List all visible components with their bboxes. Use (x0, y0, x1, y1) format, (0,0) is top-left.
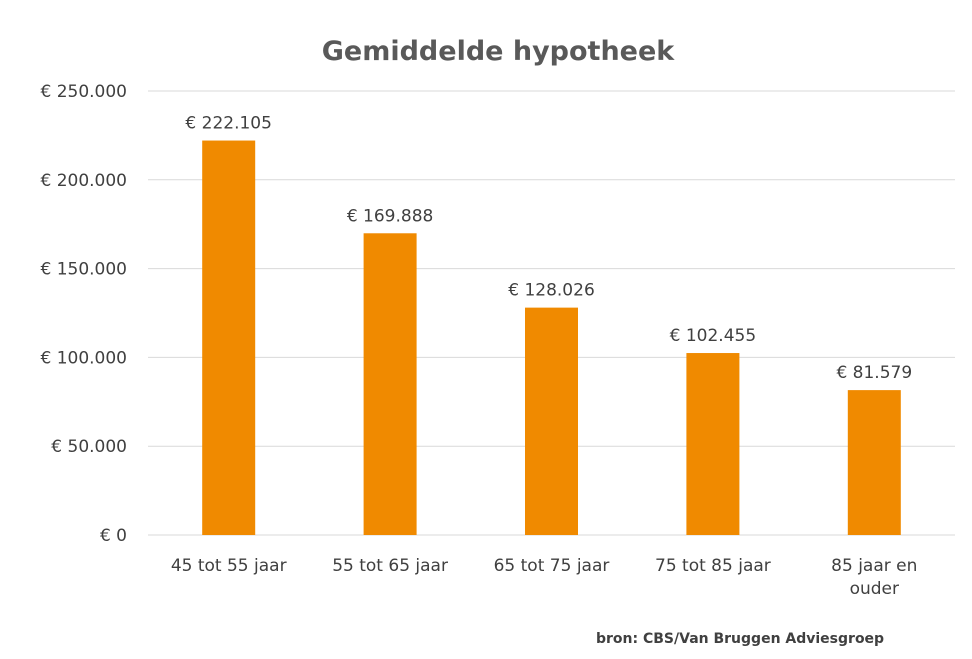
bar (202, 140, 256, 536)
x-tick-label: 65 tot 75 jaar (494, 556, 610, 576)
y-axis-tick-labels: € 0 € 50.000 € 100.000 € 150.000 € 200.000 € … (40, 82, 127, 546)
y-tick-label: € 100.000 (40, 348, 127, 368)
source-note: bron: CBS/Van Bruggen Adviesgroep (596, 631, 884, 647)
data-label: € 128.026 (508, 281, 595, 301)
bars (202, 140, 901, 536)
x-tick-label: 55 tot 65 jaar (332, 556, 448, 576)
x-tick-label: 75 tot 85 jaar (655, 556, 771, 576)
bar (847, 390, 901, 535)
data-label: € 222.105 (185, 114, 272, 134)
x-tick-label: 85 jaar en ouder (831, 556, 917, 599)
data-labels: € 222.105 € 169.888 € 128.026 € 102.455 € 81… (185, 114, 912, 384)
bar (525, 307, 578, 535)
chart-title: Gemiddelde hypotheek (322, 36, 676, 67)
data-label: € 169.888 (347, 206, 434, 226)
data-label: € 81.579 (836, 363, 912, 383)
y-tick-label: € 200.000 (40, 171, 127, 191)
x-tick-label: 45 tot 55 jaar (171, 556, 287, 576)
data-label: € 102.455 (670, 326, 757, 346)
x-axis-tick-labels: 45 tot 55 jaar 55 tot 65 jaar 65 tot 75 ja… (171, 556, 918, 599)
bar (363, 233, 417, 535)
y-tick-label: € 50.000 (51, 437, 127, 457)
bar (686, 353, 740, 535)
y-tick-label: € 0 (100, 526, 127, 546)
y-tick-label: € 250.000 (40, 82, 127, 102)
y-tick-label: € 150.000 (40, 260, 127, 280)
